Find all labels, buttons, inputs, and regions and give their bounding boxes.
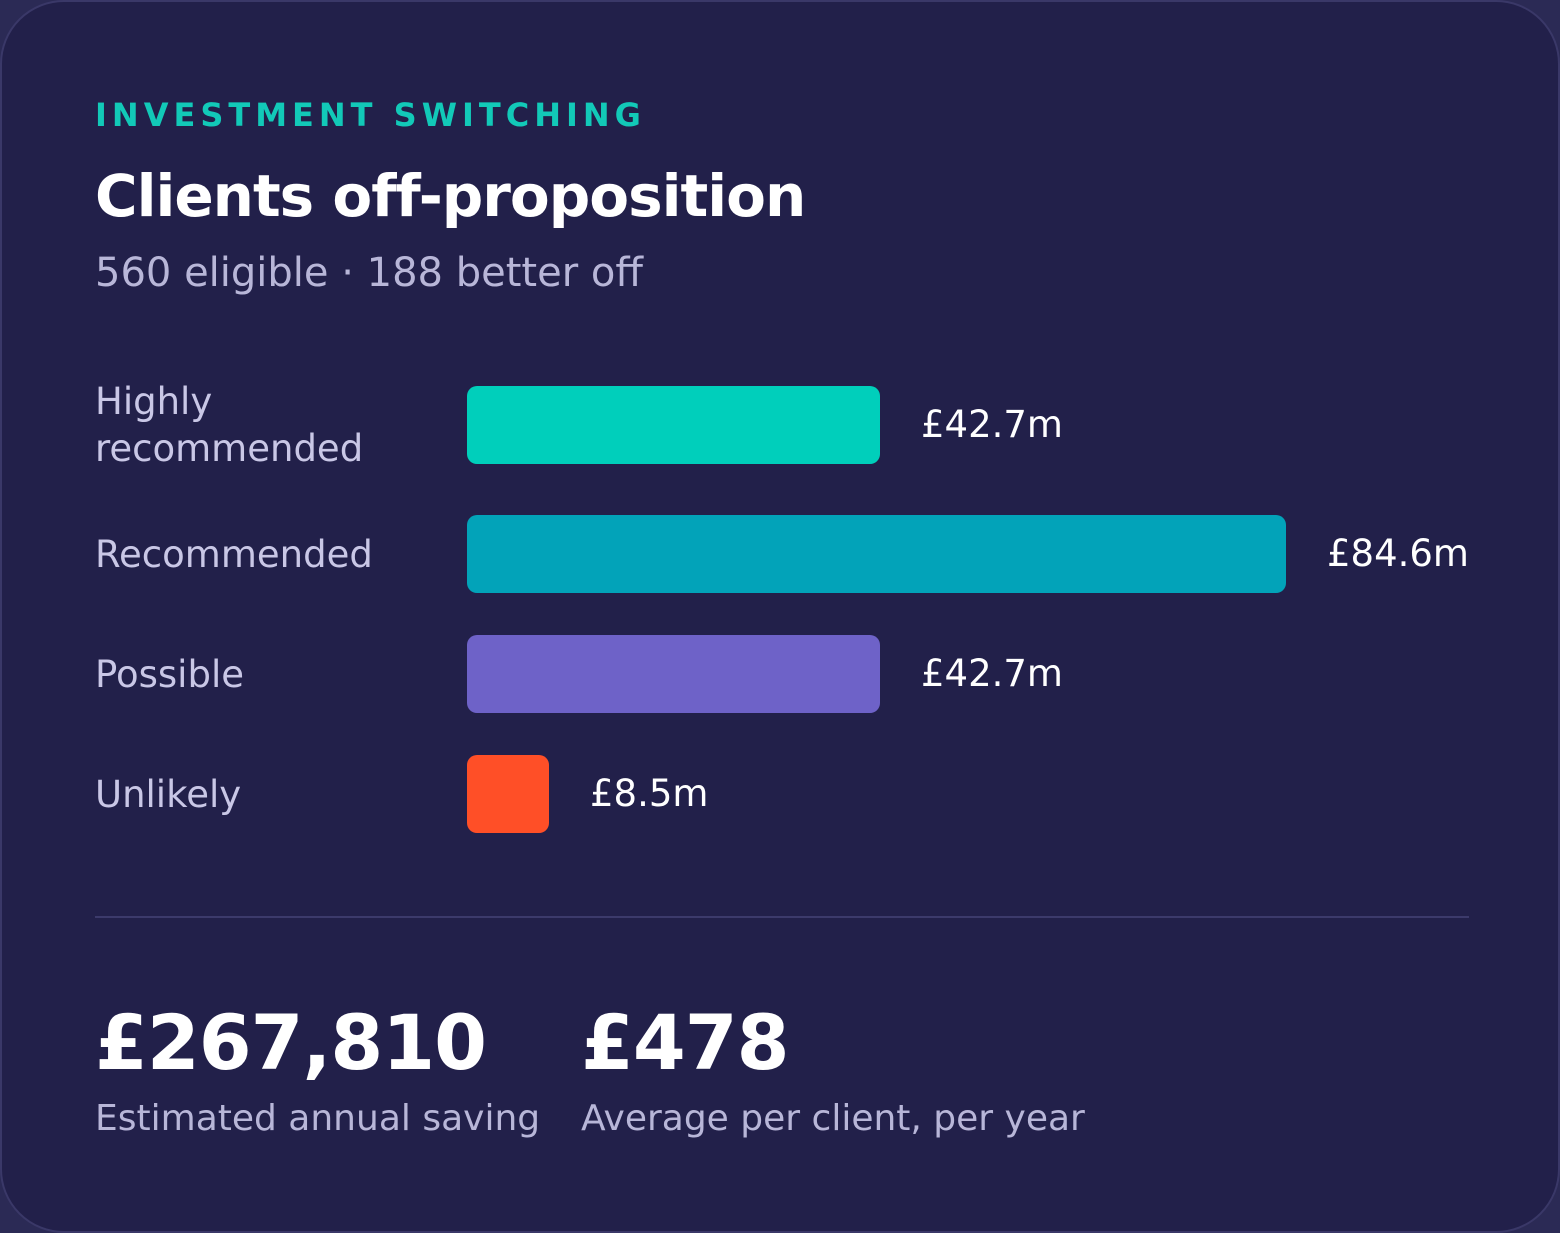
bar-category-label: Recommended [95,532,373,576]
bar-value-label: £84.6m [1327,532,1469,575]
divider [95,916,1469,918]
average-per-client-value: £478 [581,998,790,1087]
card-subtitle: 560 eligible · 188 better off [95,250,643,296]
bar [467,635,880,713]
section-eyebrow: INVESTMENT SWITCHING [95,96,646,134]
bar-value-label: £42.7m [921,403,1063,446]
bar-category-label: Possible [95,652,244,696]
bar [467,755,549,833]
bar [467,515,1286,593]
bar-category-label: Highly recommended [95,380,364,470]
bar [467,386,880,464]
annual-saving-caption: Estimated annual saving [95,1098,541,1139]
bar-value-label: £8.5m [590,772,709,815]
average-per-client-caption: Average per client, per year [581,1098,1085,1139]
card-title: Clients off-proposition [95,162,806,230]
annual-saving-value: £267,810 [95,998,487,1087]
bar-category-label: Unlikely [95,772,242,816]
bar-value-label: £42.7m [921,652,1063,695]
